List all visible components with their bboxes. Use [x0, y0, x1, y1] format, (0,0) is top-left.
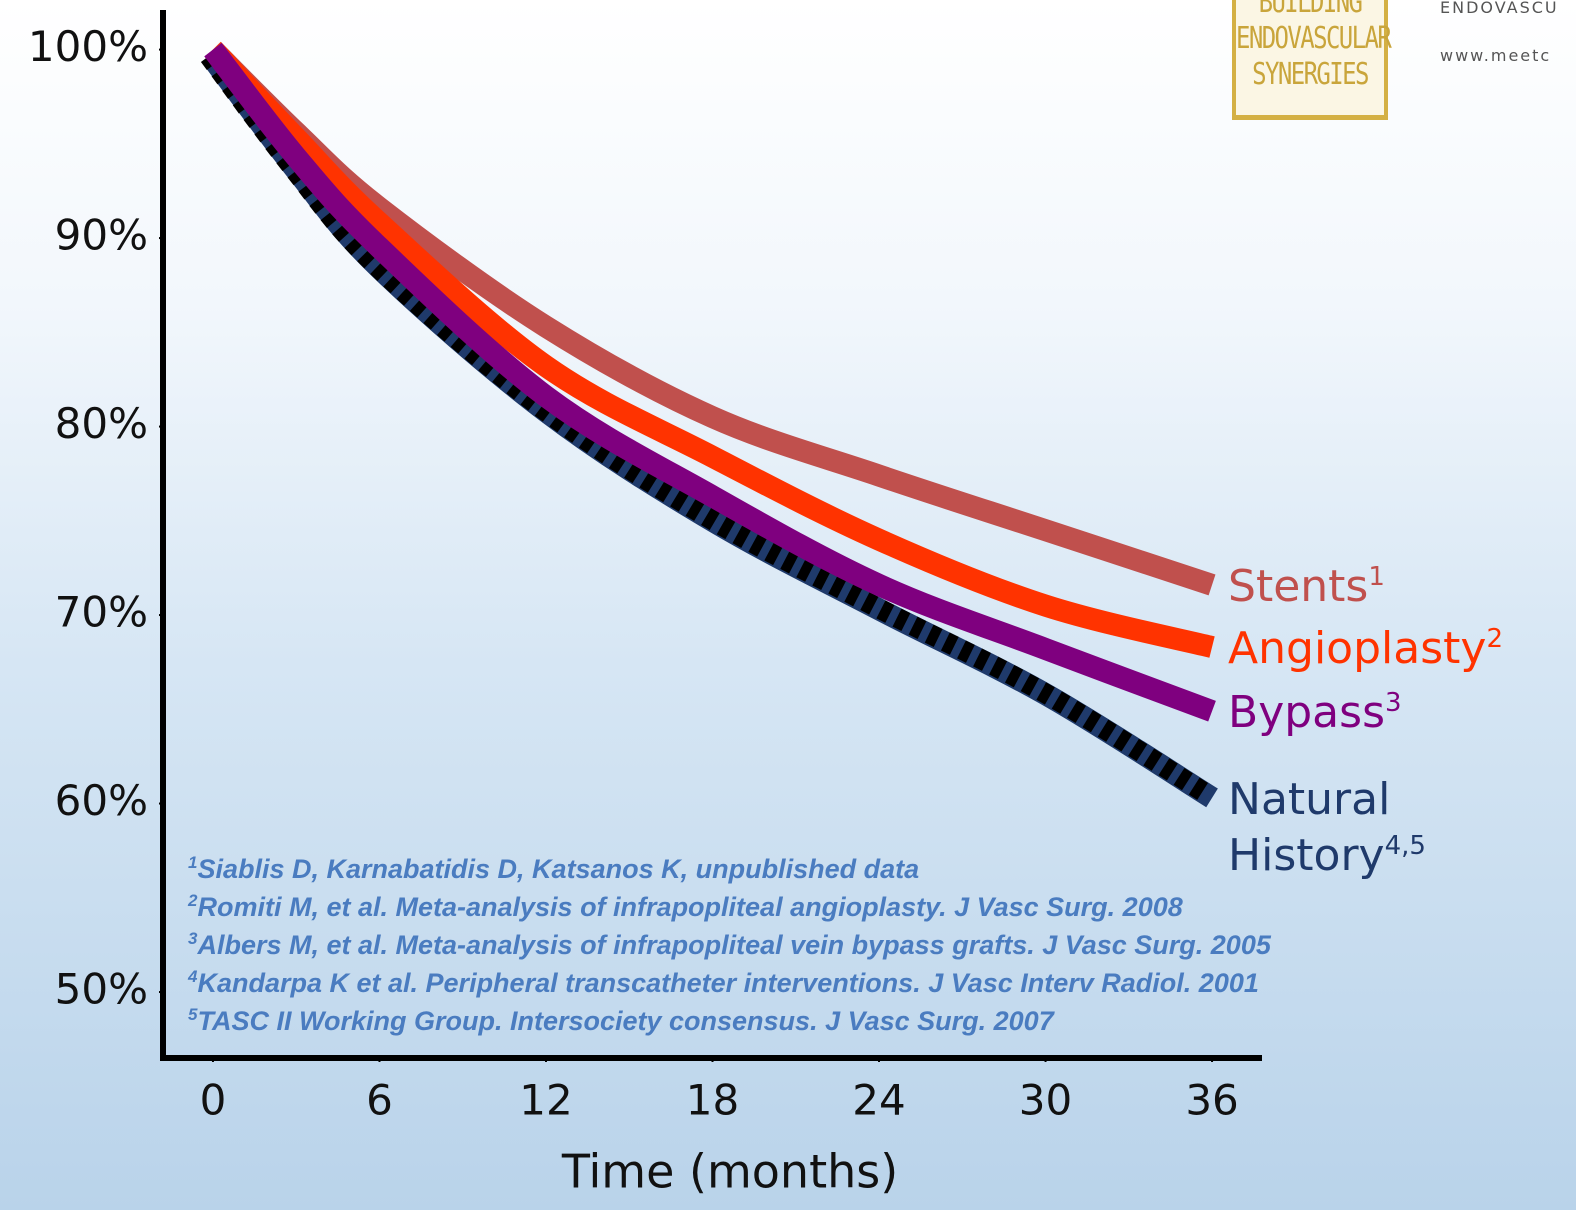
series-label: Stents1	[1228, 559, 1385, 615]
logo-line: ENDOVASCULAR	[1236, 21, 1392, 56]
reference-text: Kandarpa K et al. Peripheral transcathet…	[197, 968, 1259, 998]
reference-number: 1	[188, 853, 198, 872]
series-name: Bypass	[1228, 687, 1385, 739]
reference: 2Romiti M, et al. Meta-analysis of infra…	[188, 888, 1271, 926]
x-tick-label: 36	[1185, 1076, 1238, 1125]
reference-text: Siablis D, Karnabatidis D, Katsanos K, u…	[197, 854, 920, 884]
reference-text: Romiti M, et al. Meta-analysis of infrap…	[197, 892, 1183, 922]
series-label: Bypass3	[1228, 685, 1402, 741]
reference-number: 2	[188, 891, 198, 910]
logo-side-text: ENDOVASCU	[1440, 0, 1559, 17]
x-tick-label: 30	[1019, 1076, 1072, 1125]
series-line-dash	[200, 50, 1214, 804]
series-name: Natural History	[1228, 773, 1391, 881]
series-name: Stents	[1228, 560, 1369, 612]
reference: 3Albers M, et al. Meta-analysis of infra…	[188, 926, 1271, 964]
y-tick-label: 100%	[28, 22, 148, 71]
series-label: Angioplasty2	[1228, 621, 1503, 677]
y-tick-label: 80%	[55, 399, 148, 448]
series-ref: 1	[1368, 561, 1385, 592]
series-ref: 2	[1486, 624, 1503, 655]
reference-number: 3	[188, 929, 198, 948]
logo-line: BUILDING	[1258, 0, 1363, 20]
x-tick-label: 12	[519, 1076, 572, 1125]
reference-text: Albers M, et al. Meta-analysis of infrap…	[197, 930, 1271, 960]
reference: 5TASC II Working Group. Intersociety con…	[188, 1002, 1271, 1040]
y-tick-label: 90%	[55, 211, 148, 260]
reference-number: 4	[188, 967, 198, 986]
reference-text: TASC II Working Group. Intersociety cons…	[197, 1006, 1054, 1036]
y-tick-label: 50%	[55, 965, 148, 1014]
x-axis-label: Time (months)	[561, 1145, 898, 1199]
x-tick-label: 24	[852, 1076, 905, 1125]
x-tick-label: 0	[200, 1076, 227, 1125]
series-line	[204, 42, 1215, 658]
reference: 1Siablis D, Karnabatidis D, Katsanos K, …	[188, 850, 1271, 888]
logo-line: SYNERGIES	[1252, 57, 1369, 92]
y-tick-label: 70%	[55, 588, 148, 637]
reference: 4Kandarpa K et al. Peripheral transcathe…	[188, 964, 1271, 1002]
series-line	[204, 42, 1216, 722]
references: 1Siablis D, Karnabatidis D, Katsanos K, …	[188, 850, 1271, 1040]
logo: BUILDING ENDOVASCULAR SYNERGIES	[1232, 0, 1392, 120]
reference-number: 5	[188, 1005, 198, 1024]
x-tick-label: 6	[366, 1076, 393, 1125]
y-tick-label: 60%	[55, 776, 148, 825]
series-name: Angioplasty	[1228, 623, 1487, 675]
series-ref: 3	[1385, 688, 1402, 719]
x-tick-label: 18	[686, 1076, 739, 1125]
series-label: Natural History4,5	[1228, 772, 1488, 884]
series-ref: 4,5	[1384, 830, 1426, 861]
logo-side-text: www.meetc	[1440, 46, 1552, 65]
